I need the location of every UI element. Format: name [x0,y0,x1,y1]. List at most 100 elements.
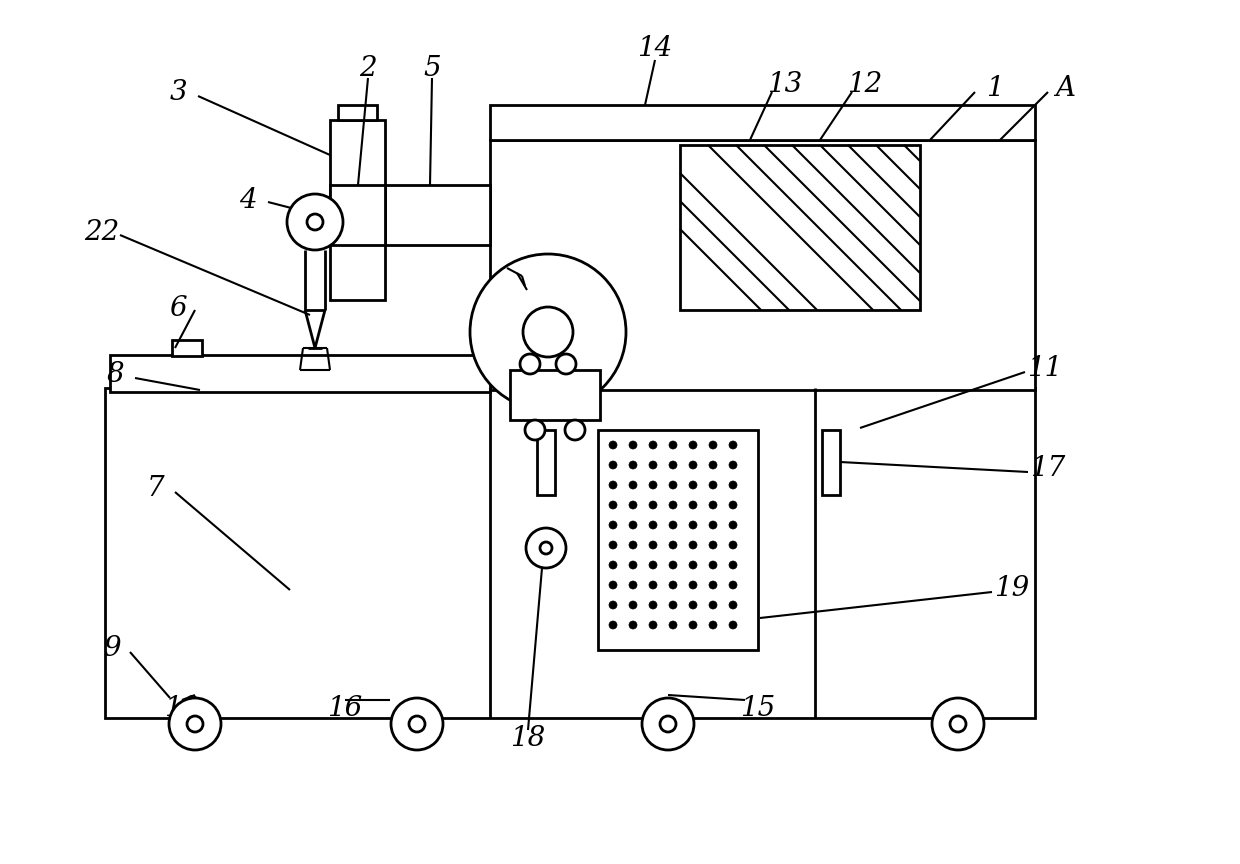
Circle shape [308,214,322,230]
Circle shape [629,481,637,489]
Text: 1: 1 [986,74,1004,101]
Circle shape [729,561,737,569]
Circle shape [526,528,565,568]
Bar [680,145,920,310]
Circle shape [689,581,697,589]
Text: 8: 8 [107,361,124,389]
Text: 16: 16 [327,695,362,721]
Circle shape [689,501,697,509]
Bar [822,430,839,495]
Text: 3: 3 [169,79,187,105]
Circle shape [689,441,697,449]
Circle shape [689,461,697,469]
Circle shape [709,441,717,449]
Circle shape [670,621,677,629]
Circle shape [470,254,626,410]
Circle shape [649,561,657,569]
Circle shape [523,307,573,357]
Circle shape [709,481,717,489]
Circle shape [729,581,737,589]
Circle shape [729,481,737,489]
Circle shape [709,581,717,589]
Circle shape [649,581,657,589]
Circle shape [609,441,618,449]
Bar [598,430,758,650]
Circle shape [670,501,677,509]
Circle shape [187,716,203,732]
Text: 6: 6 [169,295,187,321]
Circle shape [932,698,985,750]
Bar [384,185,490,245]
Text: 15: 15 [740,695,776,721]
Circle shape [649,461,657,469]
Circle shape [520,354,539,374]
Circle shape [649,501,657,509]
Bar [172,340,202,356]
Circle shape [609,541,618,549]
Text: 10: 10 [165,695,200,721]
Bar [339,105,377,120]
Circle shape [709,561,717,569]
Circle shape [729,441,737,449]
Circle shape [649,621,657,629]
Circle shape [556,354,577,374]
Circle shape [670,481,677,489]
Circle shape [729,521,737,529]
Circle shape [660,716,676,732]
Circle shape [539,542,552,554]
Text: 11: 11 [1028,354,1063,382]
Circle shape [629,541,637,549]
Text: 4: 4 [239,187,257,213]
Circle shape [649,481,657,489]
Circle shape [670,601,677,609]
Circle shape [609,521,618,529]
Bar [330,185,384,245]
Circle shape [670,581,677,589]
Circle shape [649,601,657,609]
Text: 2: 2 [360,54,377,81]
Circle shape [409,716,425,732]
Circle shape [709,541,717,549]
Circle shape [565,420,585,440]
Circle shape [689,541,697,549]
Text: 14: 14 [637,35,672,61]
Circle shape [609,461,618,469]
Circle shape [169,698,221,750]
Bar [537,430,556,495]
Text: 13: 13 [768,71,802,98]
Circle shape [609,481,618,489]
Text: 7: 7 [146,474,164,501]
Circle shape [670,441,677,449]
Circle shape [709,601,717,609]
Circle shape [689,521,697,529]
Circle shape [670,561,677,569]
Circle shape [649,441,657,449]
Circle shape [642,698,694,750]
Circle shape [670,461,677,469]
Text: 19: 19 [994,575,1029,601]
Circle shape [609,601,618,609]
Circle shape [649,521,657,529]
Circle shape [609,561,618,569]
Circle shape [950,716,966,732]
Circle shape [689,561,697,569]
Text: 12: 12 [847,71,883,98]
Text: 9: 9 [103,634,120,662]
Circle shape [286,194,343,250]
Bar [490,105,1035,140]
Circle shape [609,621,618,629]
Circle shape [609,581,618,589]
Circle shape [709,521,717,529]
Circle shape [629,501,637,509]
Circle shape [670,521,677,529]
Circle shape [629,461,637,469]
Bar [330,120,384,300]
Circle shape [709,461,717,469]
Bar [105,388,1035,718]
Text: A: A [1055,74,1075,101]
Circle shape [629,561,637,569]
Circle shape [729,541,737,549]
Circle shape [629,521,637,529]
Circle shape [729,601,737,609]
Circle shape [670,541,677,549]
